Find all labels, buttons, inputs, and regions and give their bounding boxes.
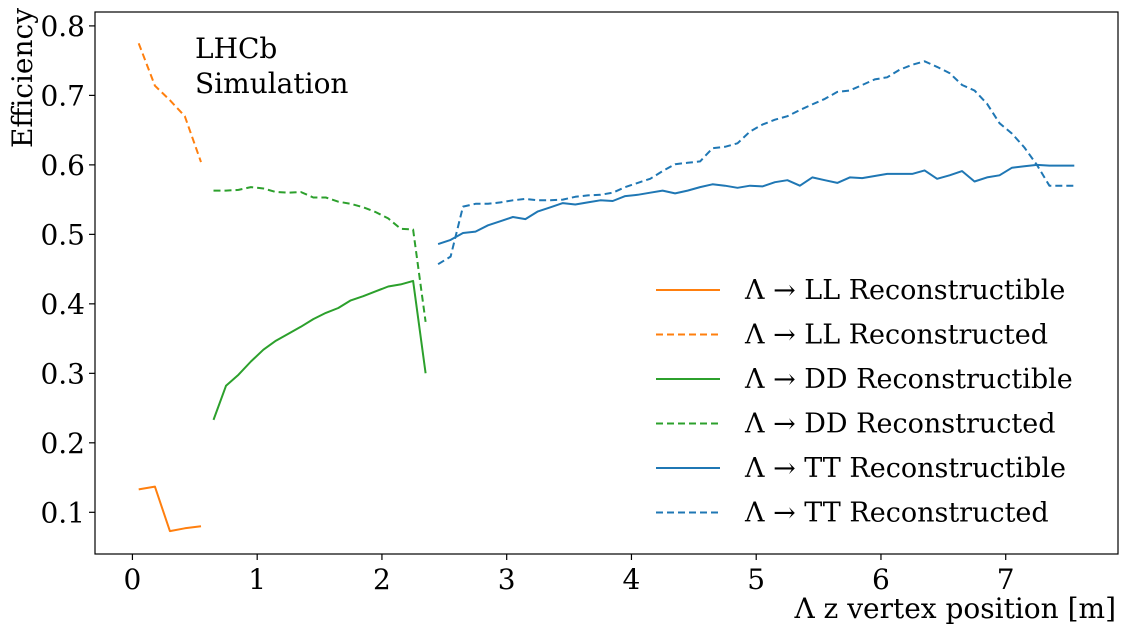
legend-label: Λ → LL Reconstructible (744, 275, 1065, 306)
x-tick-label: 1 (248, 563, 266, 596)
x-tick-label: 5 (747, 563, 765, 596)
series-layer (137, 42, 1075, 533)
legend-label: Λ → DD Reconstructed (744, 409, 1055, 440)
legend-label: Λ → TT Reconstructed (744, 498, 1049, 529)
annotation-line-2: Simulation (195, 67, 348, 100)
y-tick-label: 0.4 (40, 288, 85, 321)
y-tick-label: 0.3 (40, 357, 85, 390)
legend: Λ → LL Reconstructible Λ → LL Reconstruct… (656, 275, 1073, 529)
series-line-6 (437, 60, 1075, 266)
y-tick-label: 0.6 (40, 149, 85, 182)
series-line-2 (137, 42, 202, 163)
x-axis-label: Λ z vertex position [m] (793, 592, 1116, 625)
annotation-line-1: LHCb (195, 32, 277, 65)
x-tick-label: 4 (623, 563, 641, 596)
x-tick-label: 0 (124, 563, 142, 596)
y-axis-label: Efficiency (6, 8, 39, 148)
x-tick-label: 3 (498, 563, 516, 596)
legend-label: Λ → DD Reconstructible (744, 364, 1073, 395)
y-tick-label: 0.5 (40, 218, 85, 251)
series-line-3 (212, 279, 427, 421)
y-axis: 0.1 0.2 0.3 0.4 0.5 0.6 0.7 0.8 (40, 10, 95, 529)
y-tick-label: 0.7 (40, 79, 85, 112)
legend-label: Λ → TT Reconstructible (744, 453, 1066, 484)
experiment-annotation: LHCb Simulation (195, 32, 348, 100)
series-line-4 (213, 186, 427, 323)
plot-frame (94, 11, 1119, 555)
y-tick-label: 0.2 (40, 427, 85, 460)
x-axis: 0 1 2 3 4 5 6 7 (124, 554, 1015, 596)
y-tick-label: 0.1 (40, 496, 85, 529)
x-tick-label: 7 (997, 563, 1015, 596)
series-line-1 (138, 485, 202, 533)
legend-label: Λ → LL Reconstructed (744, 320, 1048, 351)
series-line-5 (437, 163, 1075, 246)
y-tick-label: 0.8 (40, 10, 85, 43)
x-tick-label: 2 (373, 563, 391, 596)
x-tick-label: 6 (872, 563, 890, 596)
